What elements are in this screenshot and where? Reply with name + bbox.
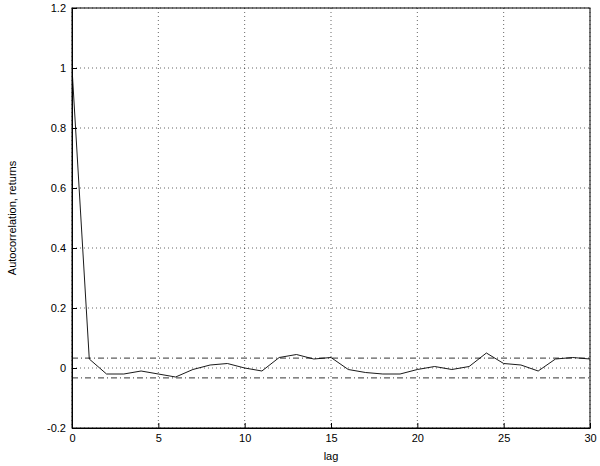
grid-line-x bbox=[417, 8, 418, 428]
y-axis-title: Autocorrelation, returns bbox=[6, 160, 18, 275]
x-tick: 15 bbox=[325, 423, 337, 444]
x-tick: 10 bbox=[239, 423, 251, 444]
x-tick-mark bbox=[590, 423, 591, 428]
y-tick: 0 bbox=[60, 362, 77, 374]
y-tick-mark bbox=[72, 248, 77, 249]
autocorrelation-line bbox=[72, 68, 590, 377]
grid-line-y bbox=[72, 248, 590, 249]
grid-line-x bbox=[331, 8, 332, 428]
y-tick-mark bbox=[72, 8, 77, 9]
y-tick: 0.6 bbox=[51, 182, 77, 194]
x-axis-line bbox=[73, 428, 591, 429]
x-tick-mark bbox=[331, 423, 332, 428]
grid-line-y bbox=[72, 368, 590, 369]
y-tick: 0.8 bbox=[51, 122, 77, 134]
y-tick-mark bbox=[72, 428, 77, 429]
x-tick-mark bbox=[158, 423, 159, 428]
grid-line-y bbox=[72, 308, 590, 309]
x-tick-mark bbox=[417, 423, 418, 428]
y-tick-label: 1.2 bbox=[51, 2, 66, 14]
x-axis-title: lag bbox=[324, 450, 339, 462]
grid-line-x bbox=[244, 8, 245, 428]
x-tick: 30 bbox=[584, 423, 596, 444]
y-tick-label: -0.2 bbox=[47, 422, 66, 434]
y-tick: 0.2 bbox=[51, 302, 77, 314]
y-tick-mark bbox=[72, 128, 77, 129]
x-tick: 20 bbox=[412, 423, 424, 444]
y-tick-label: 0.8 bbox=[51, 122, 66, 134]
chart: 051015202530-0.200.20.40.60.811.2lagAuto… bbox=[0, 0, 600, 466]
y-tick-label: 1 bbox=[60, 62, 66, 74]
y-tick-label: 0.2 bbox=[51, 302, 66, 314]
x-tick-label: 5 bbox=[156, 432, 162, 444]
y-tick: 1.2 bbox=[51, 2, 77, 14]
y-tick-label: 0 bbox=[60, 362, 66, 374]
x-tick-label: 30 bbox=[584, 432, 596, 444]
grid bbox=[72, 8, 590, 428]
data-layer bbox=[72, 68, 590, 378]
x-tick-label: 25 bbox=[498, 432, 510, 444]
y-tick: -0.2 bbox=[47, 422, 77, 434]
x-tick-label: 20 bbox=[412, 432, 424, 444]
y-tick-mark bbox=[72, 308, 77, 309]
y-tick-label: 0.6 bbox=[51, 182, 66, 194]
grid-line-x bbox=[503, 8, 504, 428]
y-tick: 0.4 bbox=[51, 242, 77, 254]
confidence-bound bbox=[72, 377, 590, 378]
y-tick: 1 bbox=[60, 62, 77, 74]
grid-line-y bbox=[72, 188, 590, 189]
grid-line-y bbox=[72, 128, 590, 129]
x-tick-label: 15 bbox=[325, 432, 337, 444]
x-tick: 5 bbox=[156, 423, 162, 444]
plot-area: 051015202530-0.200.20.40.60.811.2 bbox=[47, 2, 597, 444]
x-tick: 25 bbox=[498, 423, 510, 444]
x-tick-label: 10 bbox=[239, 432, 251, 444]
x-tick-mark bbox=[504, 423, 505, 428]
y-tick-mark bbox=[72, 188, 77, 189]
plot-frame bbox=[72, 8, 590, 428]
grid-line-y bbox=[72, 68, 590, 69]
grid-line-x bbox=[158, 8, 159, 428]
y-tick-mark bbox=[72, 68, 77, 69]
x-tick-mark bbox=[245, 423, 246, 428]
y-tick-mark bbox=[72, 368, 77, 369]
x-tick-label: 0 bbox=[69, 432, 75, 444]
x-axis: 0 5 10 15 20 25 30 bbox=[69, 423, 596, 444]
y-tick-label: 0.4 bbox=[51, 242, 66, 254]
y-axis: -0.2 0 0.2 0.4 0.6 0.8 1 1.2 bbox=[47, 2, 77, 434]
